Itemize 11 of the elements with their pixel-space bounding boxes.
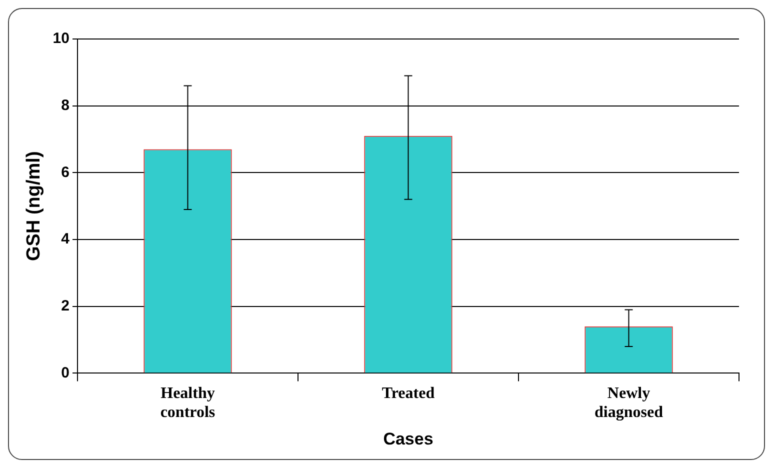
y-tick-label: 10 xyxy=(52,30,70,48)
x-tick-label: Newly diagnosed xyxy=(594,384,664,422)
y-tick-label: 6 xyxy=(61,164,70,181)
y-tick-label: 0 xyxy=(61,364,70,382)
x-axis-title: Cases xyxy=(383,429,434,448)
x-tick-label: Treated xyxy=(382,384,435,402)
y-axis-title: GSH (ng/ml) xyxy=(24,151,45,261)
y-tick-label: 8 xyxy=(61,96,70,114)
y-tick-label: 2 xyxy=(61,298,70,314)
x-tick-label: Healthy controls xyxy=(160,384,216,422)
y-tick-label: 4 xyxy=(61,230,70,248)
